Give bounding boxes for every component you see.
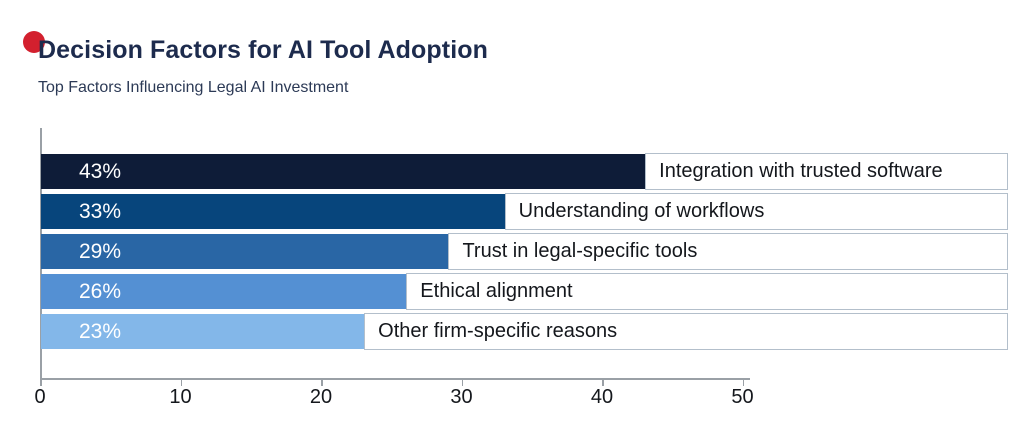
bar: 43% (41, 154, 646, 189)
brand-dot-icon (23, 31, 45, 53)
x-axis-tick (321, 378, 323, 386)
bar: 29% (41, 234, 449, 269)
bar-value-label: 26% (79, 279, 122, 303)
category-label-box: Understanding of workflows (504, 193, 1008, 230)
y-axis-line (40, 128, 42, 378)
x-axis-tick-label: 10 (169, 386, 192, 408)
bar-value-label: 33% (79, 199, 122, 223)
bar: 33% (41, 194, 505, 229)
x-axis-tick-label: 40 (590, 386, 614, 408)
category-label-box: Other firm-specific reasons (364, 313, 1008, 350)
bar-row: 26% Ethical alignment (41, 273, 1008, 310)
x-axis-line (40, 378, 750, 380)
bar-row: 29% Trust in legal-specific tools (41, 233, 1008, 270)
bar-row: 43% Integration with trusted software (41, 153, 1008, 190)
x-axis-tick (180, 378, 182, 386)
category-label: Understanding of workflows (518, 200, 765, 222)
category-label: Integration with trusted software (659, 160, 943, 182)
page-title: Decision Factors for AI Tool Adoption (38, 36, 488, 64)
x-axis-tick (461, 378, 463, 386)
category-label: Ethical alignment (420, 280, 573, 302)
x-axis-tick (40, 378, 42, 386)
bar-value-label: 29% (79, 239, 122, 263)
x-axis-tick-label: 20 (309, 386, 333, 408)
bar: 23% (41, 314, 365, 349)
category-label-box: Integration with trusted software (645, 153, 1008, 190)
bar: 26% (41, 274, 407, 309)
x-axis-tick (742, 378, 744, 386)
x-axis-tick (602, 378, 604, 386)
bar-row: 33% Understanding of workflows (41, 193, 1008, 230)
bar-value-label: 43% (79, 159, 122, 183)
bar-value-label: 23% (79, 319, 122, 343)
x-axis-tick-label: 30 (450, 386, 473, 408)
x-axis-tick-label: 50 (731, 386, 754, 408)
bar-row: 23% Other firm-specific reasons (41, 313, 1008, 350)
page-subtitle: Top Factors Influencing Legal AI Investm… (38, 79, 349, 96)
bar-chart: 0 10 20 30 40 50 43% Integration with trusted … (34, 128, 1009, 418)
category-label-box: Ethical alignment (406, 273, 1008, 310)
category-label: Other firm-specific reasons (378, 320, 618, 342)
category-label-box: Trust in legal-specific tools (448, 233, 1008, 270)
category-label: Trust in legal-specific tools (462, 240, 698, 262)
x-axis-tick-label: 0 (34, 386, 46, 408)
